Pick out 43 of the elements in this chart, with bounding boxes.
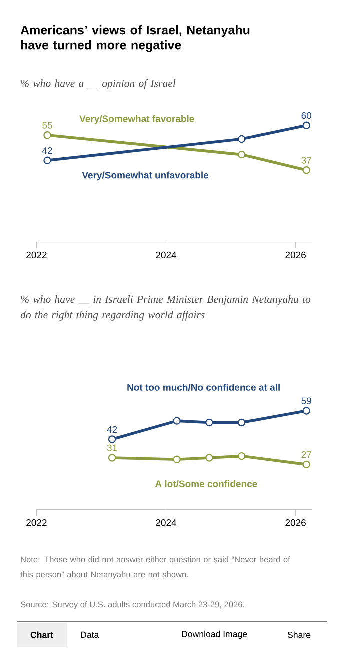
data-label: 55 bbox=[42, 122, 52, 129]
data-label: 59 bbox=[302, 398, 312, 404]
point bbox=[302, 407, 310, 415]
chart-title: Americans’ views of Israel, Netanyahu have turned more negative bbox=[20, 26, 250, 52]
chart-subtitle: % who have a __ opinion of Israel bbox=[21, 80, 176, 90]
x-tick-label: 2026 bbox=[286, 252, 306, 259]
data-label: 31 bbox=[107, 444, 118, 452]
data-label: 27 bbox=[302, 452, 312, 458]
point bbox=[302, 122, 310, 130]
point bbox=[238, 150, 246, 159]
point bbox=[108, 454, 116, 462]
point bbox=[302, 460, 310, 469]
x-tick-label: 2026 bbox=[286, 520, 306, 526]
text: A lot/Some confidence bbox=[155, 480, 258, 488]
point bbox=[238, 135, 246, 144]
point bbox=[238, 418, 246, 427]
point bbox=[206, 454, 214, 462]
series-label: Very/Somewhat favorable bbox=[80, 115, 194, 124]
data-label: 60 bbox=[302, 112, 312, 120]
point bbox=[173, 456, 181, 464]
point bbox=[238, 452, 246, 460]
text: Data bbox=[81, 632, 100, 638]
text: Share bbox=[288, 632, 311, 638]
point bbox=[206, 418, 214, 427]
x-tick-label: 2024 bbox=[156, 252, 177, 259]
point bbox=[108, 436, 116, 444]
x-tick-label: 2022 bbox=[26, 252, 47, 259]
series-label: Very/Somewhat unfavorable bbox=[82, 172, 209, 181]
x-tick-label: 2024 bbox=[156, 520, 177, 526]
source-note: Source: Survey of U.S. adults conducted March 23-29, 2026. bbox=[20, 602, 244, 610]
x-tick-label: 2022 bbox=[26, 520, 47, 526]
text: Note: Those who did not answer either question or said “Never heard of this person” about Netanyahu are not shown. bbox=[20, 556, 290, 580]
point bbox=[44, 132, 52, 140]
data-label: 42 bbox=[42, 147, 52, 154]
point bbox=[44, 156, 52, 164]
point bbox=[302, 166, 310, 174]
data-label: 37 bbox=[302, 157, 312, 164]
data-label: 42 bbox=[107, 426, 118, 433]
text: Not too much/No confidence at all bbox=[128, 384, 280, 392]
point bbox=[173, 417, 181, 425]
text: Download Image bbox=[182, 630, 248, 640]
chart-subtitle: % who have __ in Israeli Prime Minister Benjamin Netanyahu to do the right thing regarding world affairs bbox=[20, 296, 311, 321]
text: Chart bbox=[30, 632, 54, 638]
